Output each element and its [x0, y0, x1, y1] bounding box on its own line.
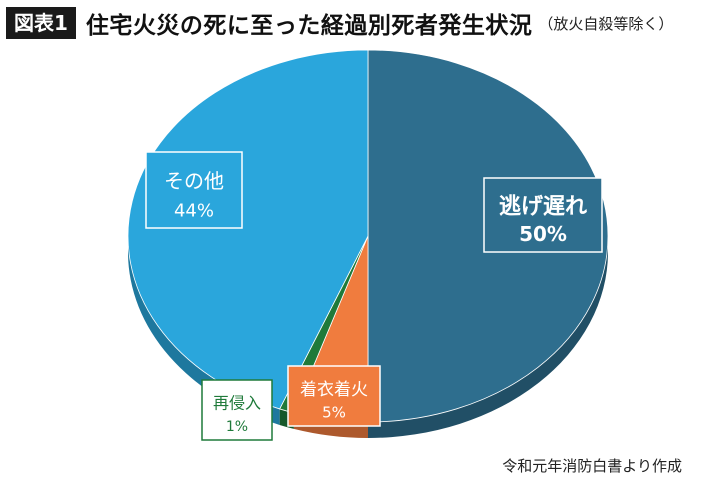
slice-value-label: 50%: [519, 222, 567, 246]
chart-title: 住宅火災の死に至った経過別死者発生状況: [85, 13, 533, 39]
slice-category-label: 逃げ遅れ: [499, 195, 587, 220]
slice-label-box-1: [287, 365, 381, 427]
slice-category-label: 再侵入: [213, 394, 261, 413]
slice-category-label: その他: [164, 169, 224, 193]
slice-label-box-2: [201, 379, 273, 441]
slice-value-label: 44%: [174, 200, 214, 221]
slice-label-box-3: [145, 151, 243, 229]
pie-side-0: [368, 236, 608, 438]
source-note: 令和元年消防白書より作成: [502, 457, 682, 475]
slice-value-label: 5%: [322, 403, 346, 421]
slice-label-3: その他 44%: [145, 151, 243, 229]
pie-slice-3: [127, 49, 369, 410]
figure-header: 図表1 住宅火災の死に至った経過別死者発生状況 （放火自殺等除く）: [6, 6, 706, 40]
slice-label-1: 着衣着火 5%: [287, 365, 381, 427]
slice-label-box-0: [483, 177, 603, 253]
chart-subtitle: （放火自殺等除く）: [538, 14, 674, 33]
slice-label-2: 再侵入 1%: [201, 379, 273, 441]
slice-category-label: 着衣着火: [300, 380, 368, 400]
slice-value-label: 1%: [226, 419, 248, 435]
figure-badge: 図表1: [6, 7, 76, 39]
